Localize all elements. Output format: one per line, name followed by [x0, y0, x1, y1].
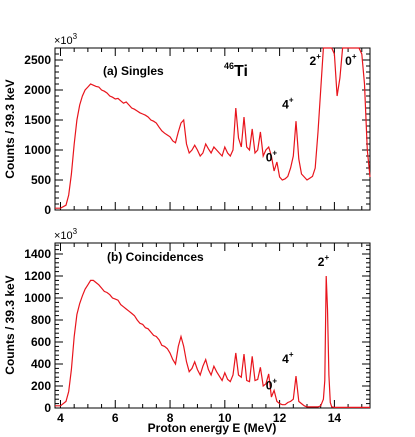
x-axis-ticks: 4 6 8 10 12 14	[57, 243, 363, 425]
x-tick-label: 4	[57, 411, 64, 425]
y-tick-label: 1400	[24, 247, 51, 261]
x-tick-label: 14	[328, 411, 342, 425]
x-tick-label: 10	[218, 411, 232, 425]
panel-label-coincidences: (b) Coincidences	[107, 250, 204, 264]
state-label: 2+	[318, 253, 330, 269]
y-tick-label: 0	[44, 401, 51, 415]
x-tick-label: 12	[273, 411, 287, 425]
y-axis-title: Counts / 39.3 keV	[3, 275, 17, 374]
state-annotations: 2+ 4+0+	[266, 253, 330, 392]
y-axis-ticks: 0 500 1000 1500 2000 2500	[24, 47, 370, 217]
y-axis-title: Counts / 39.3 keV	[3, 79, 17, 178]
y-tick-label: 1200	[24, 269, 51, 283]
panel-singles: 0 500 1000 1500 2000 2500 ×103 Counts / 39.3 …	[3, 32, 371, 217]
y-tick-label: 200	[31, 379, 51, 393]
y-axis-ticks: 0 200 400 600 800 1000 1200 1400	[24, 244, 370, 415]
plot-frame	[54, 242, 371, 409]
state-label: 0+	[266, 376, 278, 392]
singles-spectrum-line	[55, 47, 371, 209]
x-tick-label: 8	[167, 411, 174, 425]
y-tick-label: 0	[44, 203, 51, 217]
nucleus-label: 46Ti	[224, 61, 248, 80]
y-tick-label: 600	[31, 335, 51, 349]
y-tick-label: 500	[31, 173, 51, 187]
y-multiplier: ×103	[54, 227, 78, 242]
x-axis-ticks	[59, 48, 363, 210]
y-tick-label: 1000	[24, 291, 51, 305]
y-tick-label: 1000	[24, 143, 51, 157]
y-tick-label: 800	[31, 313, 51, 327]
y-multiplier: ×103	[54, 32, 78, 47]
x-tick-label: 6	[112, 411, 119, 425]
plot-frame	[54, 47, 371, 211]
state-label: 4+	[282, 96, 294, 112]
state-label: 0+	[266, 148, 278, 164]
state-annotations: 2+ 0+ 4+ 0+	[266, 52, 357, 165]
state-label: 2+	[310, 52, 322, 68]
y-tick-label: 400	[31, 357, 51, 371]
panel-coincidences: 0 200 400 600 800 1000 1200 1400 4 6 8 10 12 14 ×103…	[3, 227, 371, 435]
panel-label-singles: (a) Singles	[103, 64, 164, 78]
y-tick-label: 2500	[24, 53, 51, 67]
y-tick-label: 1500	[24, 113, 51, 127]
coincidence-spectrum-line	[55, 275, 370, 408]
state-label: 4+	[282, 350, 294, 366]
state-label: 0+	[345, 52, 357, 68]
y-tick-label: 2000	[24, 83, 51, 97]
x-axis-title: Proton energy E (MeV)	[148, 421, 277, 435]
